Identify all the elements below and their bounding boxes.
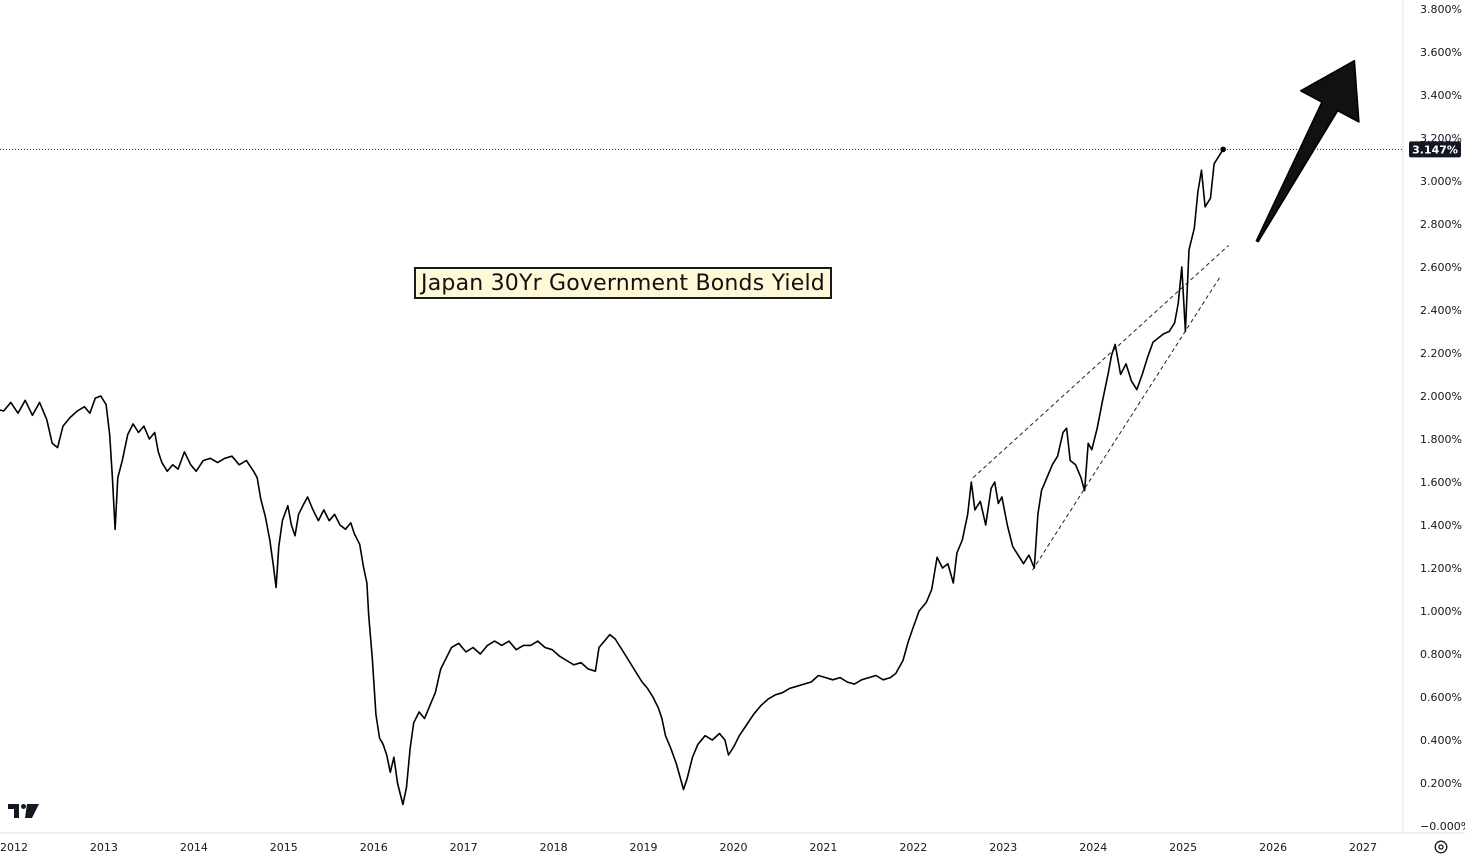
x-tick-label: 2021 xyxy=(809,841,837,854)
x-tick-label: 2023 xyxy=(989,841,1017,854)
trend-arrow xyxy=(1255,59,1360,243)
y-tick-label: 0.800% xyxy=(1420,648,1462,661)
y-tick-label: 0.600% xyxy=(1420,691,1462,704)
y-axis: 3.800%3.600%3.400%3.200%3.000%2.800%2.60… xyxy=(1420,3,1465,833)
plot-area xyxy=(0,59,1403,806)
x-tick-label: 2020 xyxy=(719,841,747,854)
y-tick-label: 1.200% xyxy=(1420,562,1462,575)
x-tick-label: 2015 xyxy=(270,841,298,854)
chart-title-box: Japan 30Yr Government Bonds Yield xyxy=(414,267,832,299)
x-tick-label: 2025 xyxy=(1169,841,1197,854)
y-tick-label: 0.400% xyxy=(1420,734,1462,747)
tv-logo-icon xyxy=(8,804,39,818)
y-tick-label: 2.400% xyxy=(1420,304,1462,317)
y-tick-label: 2.200% xyxy=(1420,347,1462,360)
series-line xyxy=(0,148,1224,806)
y-tick-label: 3.000% xyxy=(1420,175,1462,188)
y-tick-label: 1.800% xyxy=(1420,433,1462,446)
x-tick-label: 2022 xyxy=(899,841,927,854)
last-point-marker xyxy=(1220,146,1226,153)
x-tick-label: 2017 xyxy=(450,841,478,854)
x-tick-label: 2018 xyxy=(540,841,568,854)
y-tick-label: 3.400% xyxy=(1420,89,1462,102)
x-tick-label: 2016 xyxy=(360,841,388,854)
y-tick-label: 2.600% xyxy=(1420,261,1462,274)
x-tick-label: 2026 xyxy=(1259,841,1287,854)
x-tick-label: 2019 xyxy=(630,841,658,854)
y-tick-label: 2.800% xyxy=(1420,218,1462,231)
x-tick-label: 2014 xyxy=(180,841,208,854)
y-tick-label: 1.600% xyxy=(1420,476,1462,489)
trend-channel-line xyxy=(972,245,1229,479)
y-tick-label: 1.400% xyxy=(1420,519,1462,532)
x-tick-label: 2012 xyxy=(0,841,28,854)
x-tick-label: 2013 xyxy=(90,841,118,854)
x-tick-label: 2024 xyxy=(1079,841,1107,854)
y-tick-label: 2.000% xyxy=(1420,390,1462,403)
gear-icon[interactable] xyxy=(1432,838,1450,856)
x-tick-label: 2027 xyxy=(1349,841,1377,854)
y-tick-label: 3.800% xyxy=(1420,3,1462,16)
y-tick-label: −0.000% xyxy=(1420,820,1465,833)
trend-channel-line xyxy=(1032,277,1220,571)
y-tick-label: 0.200% xyxy=(1420,777,1462,790)
y-tick-label: 1.000% xyxy=(1420,605,1462,618)
x-axis: 2012 2013 2014 2015 2016 2017 2018 2019 2020 2021… xyxy=(0,841,1377,854)
y-tick-label: 3.600% xyxy=(1420,46,1462,59)
last-price-label: 3.147% xyxy=(1409,141,1461,158)
last-price-value: 3.147% xyxy=(1412,143,1458,156)
chart-title: Japan 30Yr Government Bonds Yield xyxy=(421,270,825,296)
